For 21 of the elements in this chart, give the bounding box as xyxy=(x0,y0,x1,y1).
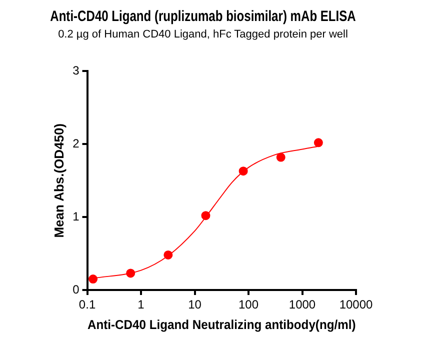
x-tick-label: 100 xyxy=(238,298,259,312)
chart-title: Anti-CD40 Ligand (ruplizumab biosimilar) mAb ELISA xyxy=(50,8,356,24)
chart-subtitle: 0.2 µg of Human CD40 Ligand, hFc Tagged protein per well xyxy=(58,28,348,41)
point xyxy=(88,274,98,284)
point xyxy=(276,152,286,162)
y-tick-label: 0 xyxy=(72,282,80,296)
y-axis-title: Mean Abs.(OD450) xyxy=(51,123,66,238)
y-tick-label: 2 xyxy=(72,136,80,150)
y-tick-label: 3 xyxy=(72,64,80,78)
point xyxy=(314,138,323,148)
x-tick-label: 0.1 xyxy=(78,298,96,312)
x-axis-title: Anti-CD40 Ligand Neutralizing antibody(ng/ml) xyxy=(88,317,356,332)
x-tick-label: 1 xyxy=(138,298,145,312)
point xyxy=(201,211,210,220)
y-tick-label: 1 xyxy=(72,209,80,224)
x-tick-label: 10 xyxy=(188,298,202,312)
x-tick-label: 10000 xyxy=(339,298,374,312)
point xyxy=(126,268,136,278)
point xyxy=(238,166,248,176)
x-tick-label: 1000 xyxy=(288,298,316,312)
point xyxy=(164,250,173,260)
